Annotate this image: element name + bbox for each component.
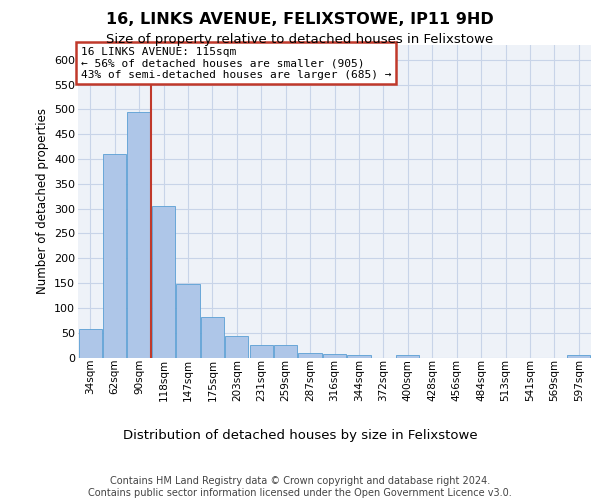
Bar: [225, 336, 248, 357]
Bar: [567, 355, 590, 358]
Bar: [79, 328, 102, 358]
Bar: [396, 355, 419, 358]
Text: 16 LINKS AVENUE: 115sqm
← 56% of detached houses are smaller (905)
43% of semi-d: 16 LINKS AVENUE: 115sqm ← 56% of detache…: [80, 46, 391, 80]
Bar: [103, 154, 126, 358]
Text: Distribution of detached houses by size in Felixstowe: Distribution of detached houses by size …: [122, 430, 478, 442]
Bar: [323, 354, 346, 358]
Bar: [152, 206, 175, 358]
Bar: [298, 352, 322, 358]
Bar: [201, 317, 224, 358]
Text: Size of property relative to detached houses in Felixstowe: Size of property relative to detached ho…: [106, 32, 494, 46]
Bar: [250, 345, 273, 358]
Bar: [274, 345, 297, 358]
Text: Contains HM Land Registry data © Crown copyright and database right 2024.
Contai: Contains HM Land Registry data © Crown c…: [88, 476, 512, 498]
Text: 16, LINKS AVENUE, FELIXSTOWE, IP11 9HD: 16, LINKS AVENUE, FELIXSTOWE, IP11 9HD: [106, 12, 494, 28]
Bar: [127, 112, 151, 358]
Bar: [176, 284, 200, 358]
Y-axis label: Number of detached properties: Number of detached properties: [35, 108, 49, 294]
Bar: [347, 355, 371, 358]
